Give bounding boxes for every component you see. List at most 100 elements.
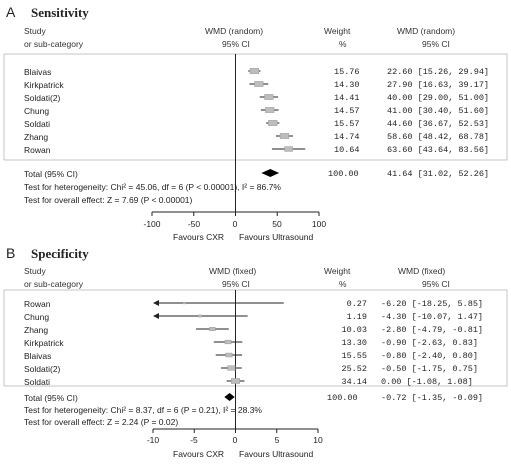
effect-marker xyxy=(249,68,260,74)
study-weight: 15.55 xyxy=(341,351,367,361)
effect-marker xyxy=(265,107,275,113)
study-weight: 25.52 xyxy=(341,364,367,374)
study-ci: 27.90 [16.63, 39.17] xyxy=(387,80,490,90)
header-effect: WMD (fixed) xyxy=(209,266,257,276)
study-ci: 22.60 [15.26, 29.94] xyxy=(387,67,490,77)
panel-letter: B xyxy=(6,245,16,261)
study-ci: -6.20 [-18.25, 5.85] xyxy=(381,299,484,309)
x-tick-label: 50 xyxy=(272,219,282,229)
header-effect: WMD (random) xyxy=(205,26,264,36)
study-weight: 13.30 xyxy=(341,338,367,348)
study-name: Blaivas xyxy=(24,351,52,361)
header-weight: Weight xyxy=(324,266,351,276)
header-weight-unit: % xyxy=(339,279,347,289)
header-study: Study xyxy=(24,26,46,36)
study-weight: 10.64 xyxy=(334,145,360,155)
effect-marker xyxy=(225,352,233,358)
effect-marker xyxy=(284,146,293,152)
panel-title: Specificity xyxy=(31,246,89,261)
header-ci-right: 95% CI xyxy=(422,39,450,49)
study-ci: 58.60 [48.42, 68.78] xyxy=(387,132,490,142)
heterogeneity-test: Test for heterogeneity: Chi² = 45.06, df… xyxy=(24,182,281,192)
effect-marker xyxy=(198,314,203,318)
header-weight-unit: % xyxy=(339,39,347,49)
study-weight: 14.30 xyxy=(334,80,360,90)
study-frame xyxy=(3,53,508,161)
study-name: Chung xyxy=(24,106,50,116)
favours-right: Favours Ultrasound xyxy=(239,449,314,459)
study-name: Kirkpatrick xyxy=(24,80,64,90)
study-frame xyxy=(3,289,508,387)
panel-title: Sensitivity xyxy=(31,5,89,20)
study-name: Soldati xyxy=(24,377,50,387)
total-ci: 41.64 [31.02, 52.26] xyxy=(387,169,490,179)
forest-plot-specificity xyxy=(3,289,508,433)
header-effect-right: WMD (fixed) xyxy=(398,266,446,276)
study-name: Kirkpatrick xyxy=(24,338,64,348)
study-weight: 15.57 xyxy=(334,119,360,129)
study-weight: 10.03 xyxy=(341,325,367,335)
x-tick-label: -100 xyxy=(143,219,161,229)
favours-left: Favours CXR xyxy=(173,449,225,459)
study-weight: 1.19 xyxy=(346,312,367,322)
ci-arrow-left xyxy=(153,300,159,306)
study-ci: -2.80 [-4.79, -0.81] xyxy=(381,325,484,335)
pooled-diamond xyxy=(261,169,280,177)
effect-marker xyxy=(227,365,236,371)
study-name: Blaivas xyxy=(24,67,52,77)
x-tick-label: -5 xyxy=(190,435,198,445)
total-label: Total (95% CI) xyxy=(24,393,78,403)
total-weight: 100.00 xyxy=(327,393,358,403)
x-tick-label: -10 xyxy=(146,435,160,445)
favours-left: Favours CXR xyxy=(173,232,225,242)
pooled-diamond xyxy=(224,393,235,401)
panel-letter: A xyxy=(6,4,16,20)
x-tick-label: -50 xyxy=(187,219,201,229)
total-weight: 100.00 xyxy=(328,169,359,179)
header-subcategory: or sub-category xyxy=(24,39,84,49)
effect-marker xyxy=(264,94,274,100)
study-weight: 15.76 xyxy=(334,67,360,77)
header-subcategory: or sub-category xyxy=(24,279,84,289)
overall-effect-test: Test for overall effect: Z = 7.69 (P < 0… xyxy=(24,195,193,205)
header-effect-right: WMD (random) xyxy=(397,26,456,36)
header-ci: 95% CI xyxy=(222,39,250,49)
study-weight: 14.74 xyxy=(334,132,360,142)
study-name: Soldati(2) xyxy=(24,93,61,103)
study-name: Soldati(2) xyxy=(24,364,61,374)
study-ci: 40.00 [29.00, 51.00] xyxy=(387,93,490,103)
x-tick-label: 10 xyxy=(313,435,323,445)
study-ci: -0.90 [-2.63, 0.83] xyxy=(381,338,478,348)
study-ci: -4.30 [-10.07, 1.47] xyxy=(381,312,484,322)
header-study: Study xyxy=(24,266,46,276)
header-ci: 95% CI xyxy=(222,279,250,289)
study-ci: 0.00 [-1.08, 1.08] xyxy=(381,377,473,387)
effect-marker xyxy=(209,327,216,331)
effect-marker xyxy=(224,339,232,345)
effect-marker xyxy=(182,301,187,305)
overall-effect-test: Test for overall effect: Z = 2.24 (P = 0… xyxy=(24,417,179,427)
study-ci: -0.80 [-2.40, 0.80] xyxy=(381,351,478,361)
total-label: Total (95% CI) xyxy=(24,169,78,179)
ci-arrow-left xyxy=(153,313,159,319)
x-tick-label: 0 xyxy=(232,435,238,445)
study-ci: 41.00 [30.40, 51.60] xyxy=(387,106,490,116)
header-ci-right: 95% CI xyxy=(422,279,450,289)
heterogeneity-test: Test for heterogeneity: Chi² = 8.37, df … xyxy=(24,405,262,415)
study-name: Chung xyxy=(24,312,50,322)
x-tick-label: 100 xyxy=(311,219,327,229)
study-name: Zhang xyxy=(24,132,49,142)
study-ci: -0.50 [-1.75, 0.75] xyxy=(381,364,478,374)
total-ci: -0.72 [-1.35, -0.09] xyxy=(381,393,484,403)
study-name: Rowan xyxy=(24,145,51,155)
study-name: Rowan xyxy=(24,299,51,309)
study-ci: 44.60 [36.67, 52.53] xyxy=(387,119,490,129)
study-name: Soldati xyxy=(24,119,50,129)
study-name: Zhang xyxy=(24,325,49,335)
effect-marker xyxy=(268,120,278,126)
study-weight: 34.14 xyxy=(341,377,367,387)
x-tick-label: 0 xyxy=(232,219,238,229)
forest-plot-sensitivity xyxy=(3,53,508,216)
effect-marker xyxy=(279,133,290,139)
effect-marker xyxy=(231,378,240,384)
